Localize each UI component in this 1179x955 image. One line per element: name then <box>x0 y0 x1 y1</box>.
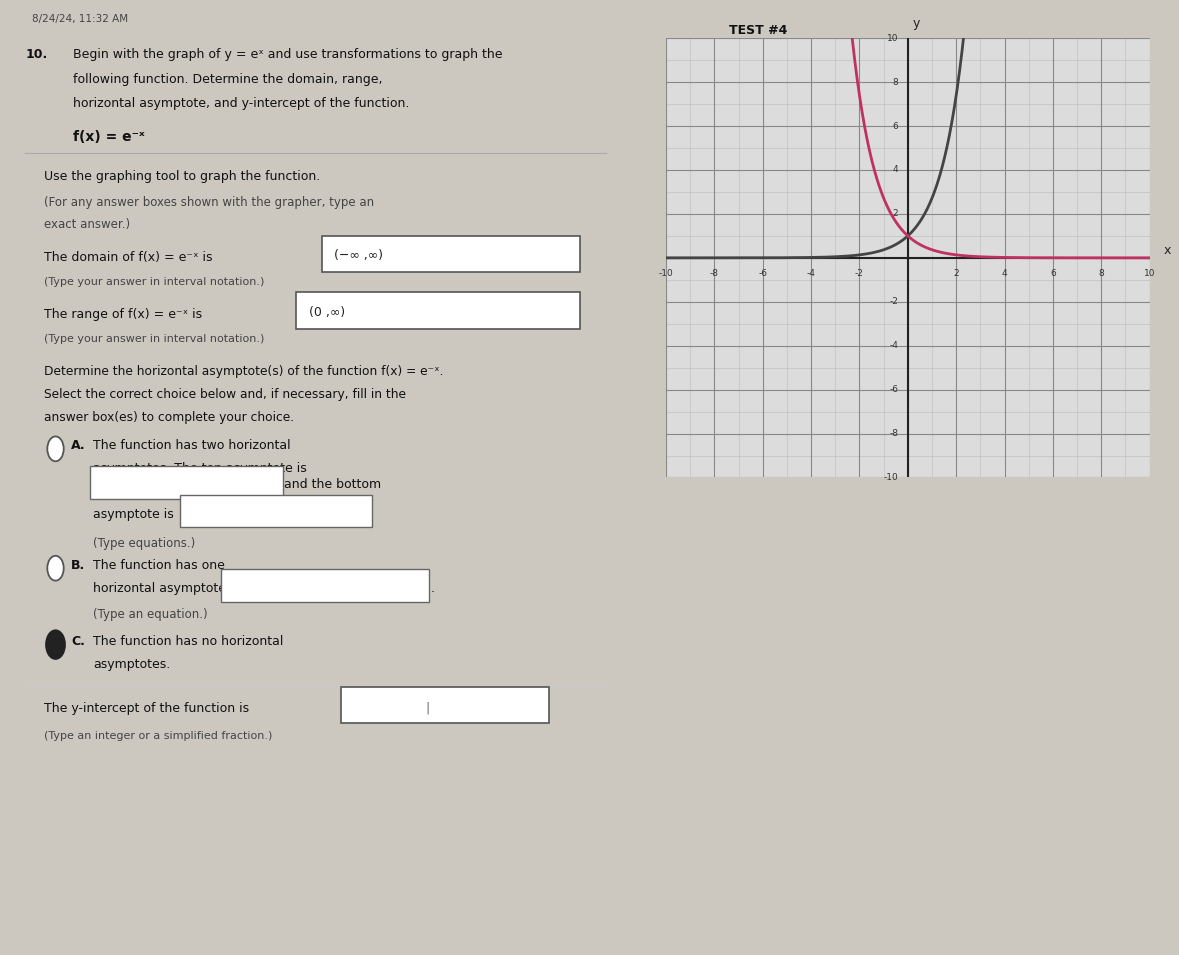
FancyBboxPatch shape <box>179 495 373 527</box>
Text: (Type an equation.): (Type an equation.) <box>93 608 208 622</box>
Text: The function has one: The function has one <box>93 559 225 572</box>
Text: The function has no horizontal: The function has no horizontal <box>93 635 284 648</box>
FancyBboxPatch shape <box>220 569 429 602</box>
Text: The y-intercept of the function is: The y-intercept of the function is <box>44 702 249 715</box>
Text: 2: 2 <box>893 209 898 219</box>
Text: -2: -2 <box>889 297 898 307</box>
Circle shape <box>47 436 64 461</box>
Text: TEST #4: TEST #4 <box>730 24 788 37</box>
Circle shape <box>46 630 65 659</box>
Text: -2: -2 <box>855 269 864 278</box>
Text: (For any answer boxes shown with the grapher, type an: (For any answer boxes shown with the gra… <box>44 196 374 209</box>
Text: x: x <box>1164 244 1172 257</box>
Text: and the bottom: and the bottom <box>284 478 381 492</box>
Text: 10: 10 <box>887 33 898 43</box>
Text: |: | <box>426 702 430 715</box>
Text: asymptote is: asymptote is <box>93 508 174 521</box>
Text: -8: -8 <box>710 269 719 278</box>
Text: -4: -4 <box>889 341 898 350</box>
Text: 2: 2 <box>954 269 959 278</box>
Text: A.: A. <box>71 439 86 453</box>
Text: 4: 4 <box>893 165 898 175</box>
Text: (−∞ ,∞): (−∞ ,∞) <box>335 249 383 263</box>
Text: (Type an integer or a simplified fraction.): (Type an integer or a simplified fractio… <box>44 731 272 740</box>
Text: horizontal asymptote,: horizontal asymptote, <box>93 582 230 595</box>
FancyBboxPatch shape <box>341 687 548 723</box>
Text: following function. Determine the domain, range,: following function. Determine the domain… <box>73 73 382 86</box>
Text: -6: -6 <box>758 269 768 278</box>
Text: 4: 4 <box>1002 269 1007 278</box>
Text: -4: -4 <box>806 269 816 278</box>
Text: 10.: 10. <box>25 48 47 61</box>
Text: y: y <box>913 17 920 31</box>
Text: (Type equations.): (Type equations.) <box>93 537 196 550</box>
Text: -10: -10 <box>883 473 898 482</box>
Text: .: . <box>430 582 434 595</box>
Text: Determine the horizontal asymptote(s) of the function f(x) = e⁻ˣ.: Determine the horizontal asymptote(s) of… <box>44 365 443 378</box>
Text: asymptotes. The top asymptote is: asymptotes. The top asymptote is <box>93 462 307 476</box>
FancyBboxPatch shape <box>91 466 283 499</box>
Text: The domain of f(x) = e⁻ˣ is: The domain of f(x) = e⁻ˣ is <box>44 251 212 265</box>
Text: Use the graphing tool to graph the function.: Use the graphing tool to graph the funct… <box>44 170 321 183</box>
Text: -8: -8 <box>889 429 898 438</box>
Text: horizontal asymptote, and y-intercept of the function.: horizontal asymptote, and y-intercept of… <box>73 97 409 111</box>
Text: asymptotes.: asymptotes. <box>93 658 171 671</box>
Text: -10: -10 <box>659 269 673 278</box>
Text: 8: 8 <box>1099 269 1104 278</box>
FancyBboxPatch shape <box>322 236 580 272</box>
Text: B.: B. <box>71 559 86 572</box>
Circle shape <box>47 556 64 581</box>
Text: Select the correct choice below and, if necessary, fill in the: Select the correct choice below and, if … <box>44 388 406 401</box>
Text: exact answer.): exact answer.) <box>44 218 130 231</box>
Text: 8/24/24, 11:32 AM: 8/24/24, 11:32 AM <box>32 14 127 24</box>
FancyBboxPatch shape <box>296 292 580 329</box>
Text: f(x) = e⁻ˣ: f(x) = e⁻ˣ <box>73 130 144 144</box>
Text: (0 ,∞): (0 ,∞) <box>309 306 345 319</box>
Text: -6: -6 <box>889 385 898 394</box>
Text: 6: 6 <box>1050 269 1055 278</box>
Text: The function has two horizontal: The function has two horizontal <box>93 439 291 453</box>
Text: 8: 8 <box>893 77 898 87</box>
Text: 10: 10 <box>1144 269 1155 278</box>
Text: The range of f(x) = e⁻ˣ is: The range of f(x) = e⁻ˣ is <box>44 308 203 321</box>
Text: C.: C. <box>71 635 85 648</box>
Text: (Type your answer in interval notation.): (Type your answer in interval notation.) <box>44 277 264 286</box>
Text: (Type your answer in interval notation.): (Type your answer in interval notation.) <box>44 334 264 344</box>
Text: answer box(es) to complete your choice.: answer box(es) to complete your choice. <box>44 411 295 424</box>
Text: 6: 6 <box>893 121 898 131</box>
Text: Begin with the graph of y = eˣ and use transformations to graph the: Begin with the graph of y = eˣ and use t… <box>73 48 502 61</box>
